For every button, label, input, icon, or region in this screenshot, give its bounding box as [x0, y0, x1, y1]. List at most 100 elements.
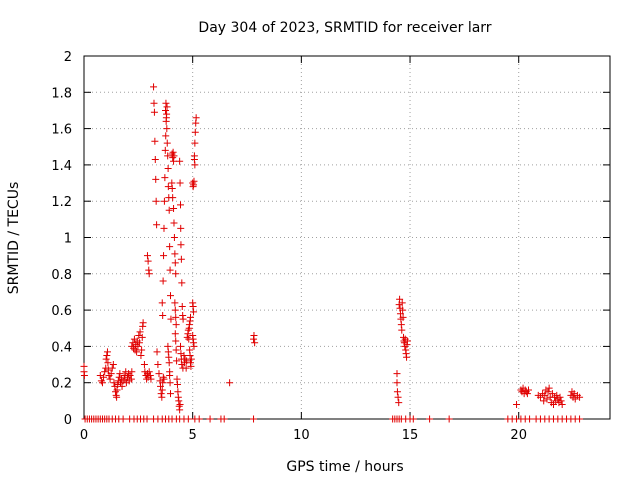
- data-point: [556, 393, 564, 401]
- data-point: [135, 332, 143, 340]
- data-point: [112, 388, 120, 396]
- data-point: [154, 361, 162, 369]
- data-point: [523, 390, 531, 398]
- data-point: [191, 139, 199, 147]
- data-point: [128, 342, 136, 350]
- data-point: [399, 313, 407, 321]
- data-point: [159, 277, 167, 285]
- data-point: [162, 132, 170, 140]
- data-point: [172, 346, 180, 354]
- data-point: [177, 241, 185, 249]
- data-point: [167, 292, 175, 300]
- data-point: [158, 299, 166, 307]
- data-point: [166, 243, 174, 251]
- data-point: [160, 224, 168, 232]
- data-point: [153, 221, 161, 229]
- data-point: [394, 393, 402, 401]
- data-point: [104, 359, 112, 367]
- data-point: [128, 368, 136, 376]
- grid-lines: [84, 56, 610, 419]
- data-point: [179, 315, 187, 323]
- x-axis-label: GPS time / hours: [286, 459, 403, 475]
- data-point: [171, 299, 179, 307]
- data-point: [220, 415, 228, 423]
- data-point: [145, 270, 153, 278]
- data-point: [147, 375, 155, 383]
- data-point: [120, 371, 128, 379]
- y-tick-label: 0.6: [51, 304, 72, 319]
- data-point: [168, 184, 176, 192]
- data-point: [190, 342, 198, 350]
- data-point: [134, 342, 142, 350]
- data-point: [106, 375, 114, 383]
- data-point: [184, 415, 192, 423]
- data-point: [173, 357, 181, 365]
- y-tick-label: 0.4: [51, 340, 72, 355]
- data-point: [557, 397, 565, 405]
- data-point: [403, 337, 411, 345]
- data-point: [226, 379, 234, 387]
- data-point: [187, 355, 195, 363]
- data-point: [399, 306, 407, 314]
- data-point: [170, 234, 178, 241]
- data-point: [206, 415, 214, 423]
- data-point: [167, 390, 175, 398]
- data-point: [169, 194, 177, 202]
- data-point: [398, 326, 406, 334]
- y-tick-label: 1.8: [51, 86, 72, 101]
- y-tick-label: 0: [64, 413, 72, 428]
- data-point: [158, 386, 166, 394]
- data-point: [192, 114, 200, 122]
- data-point: [393, 379, 401, 387]
- data-point: [163, 103, 171, 111]
- data-point: [173, 381, 181, 389]
- data-point: [146, 371, 154, 379]
- data-point: [170, 204, 178, 212]
- data-point: [190, 308, 198, 316]
- data-point: [162, 114, 170, 122]
- data-point: [159, 312, 167, 320]
- data-point: [170, 219, 178, 227]
- data-point: [102, 355, 110, 363]
- data-point: [184, 326, 192, 334]
- data-point: [130, 344, 138, 352]
- data-point: [136, 328, 144, 336]
- y-tick-label: 1.4: [51, 159, 72, 174]
- data-point: [158, 393, 166, 401]
- data-point: [536, 393, 544, 401]
- data-point: [160, 197, 168, 205]
- data-point: [159, 379, 167, 387]
- data-point: [250, 332, 258, 340]
- data-point: [126, 371, 134, 379]
- data-point: [187, 362, 195, 370]
- data-point: [177, 342, 185, 350]
- data-point: [558, 400, 566, 408]
- data-point: [164, 183, 172, 191]
- data-point: [172, 270, 180, 278]
- data-point: [164, 165, 172, 173]
- data-points: [80, 83, 584, 423]
- data-point: [178, 279, 186, 287]
- data-point: [162, 99, 170, 107]
- data-point: [150, 83, 158, 91]
- y-tick-label: 1.2: [51, 195, 72, 210]
- data-point: [186, 351, 194, 359]
- data-point: [145, 368, 153, 376]
- data-point: [570, 390, 578, 398]
- data-point: [177, 201, 185, 209]
- data-point: [182, 364, 190, 372]
- data-point: [549, 400, 557, 408]
- data-point: [171, 306, 179, 314]
- data-point: [396, 295, 404, 303]
- data-point: [545, 384, 553, 392]
- data-point: [151, 155, 159, 163]
- data-point: [395, 399, 403, 407]
- data-point: [543, 395, 551, 403]
- data-point: [548, 390, 556, 398]
- data-point: [125, 370, 133, 378]
- data-point: [409, 415, 417, 423]
- data-point: [544, 388, 552, 396]
- data-point: [180, 351, 188, 359]
- data-point: [250, 415, 258, 423]
